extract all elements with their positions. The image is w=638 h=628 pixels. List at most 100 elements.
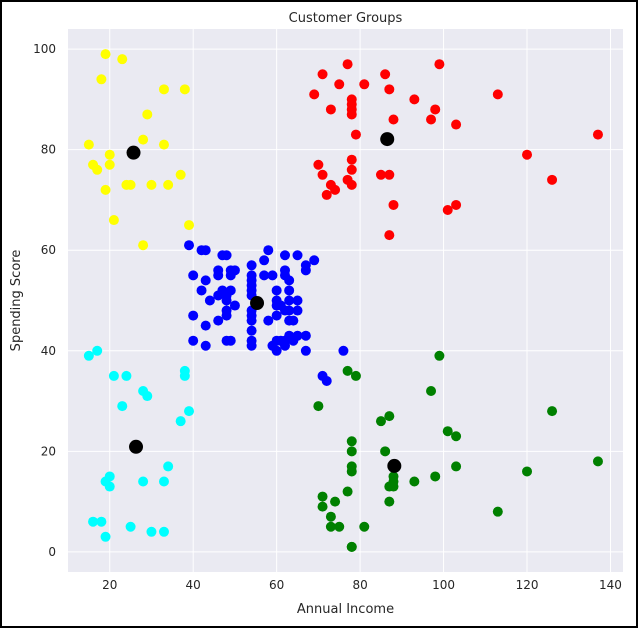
y-tick-label: 100 (33, 42, 56, 56)
data-point (547, 174, 558, 185)
data-point (179, 365, 190, 376)
data-point (117, 54, 128, 65)
y-axis-label: Spending Score (9, 250, 24, 352)
data-point (146, 179, 157, 190)
data-point (451, 431, 462, 442)
centroid-point (380, 132, 395, 147)
data-point (430, 104, 441, 115)
x-tick-labels: 20 40 60 80 100 120 140 (102, 578, 622, 592)
data-point (184, 220, 195, 231)
data-point (592, 129, 603, 140)
y-tick-labels: 0 20 40 60 80 100 (33, 42, 56, 559)
data-point (350, 370, 361, 381)
data-point (300, 265, 311, 276)
data-point (100, 184, 111, 195)
x-tick-label: 100 (432, 578, 455, 592)
data-point (313, 401, 324, 412)
data-point (492, 89, 503, 100)
data-point (117, 401, 128, 412)
data-point (547, 406, 558, 417)
data-point (426, 386, 437, 396)
data-point (442, 426, 453, 437)
data-point (409, 94, 420, 105)
data-point (221, 250, 232, 261)
data-point (359, 79, 370, 90)
x-tick-label: 40 (186, 578, 201, 592)
data-point (522, 466, 533, 477)
data-point (292, 330, 303, 341)
data-point (188, 335, 199, 346)
data-point (104, 471, 115, 482)
data-point (451, 199, 462, 210)
data-point (184, 240, 195, 251)
data-point (229, 265, 240, 276)
data-point (388, 199, 399, 210)
data-point (138, 134, 149, 145)
data-point (271, 285, 282, 296)
data-point (246, 260, 257, 271)
data-point (200, 245, 211, 256)
data-point (309, 255, 320, 266)
data-point (384, 84, 395, 95)
data-point (388, 114, 399, 125)
data-point (325, 511, 336, 522)
data-point (409, 476, 420, 487)
data-point (375, 416, 386, 427)
data-point (592, 456, 603, 467)
data-point (292, 305, 303, 316)
data-point (200, 340, 211, 351)
data-point (196, 285, 207, 296)
data-point (317, 69, 328, 80)
data-point (325, 104, 336, 115)
y-tick-label: 60 (41, 243, 56, 257)
centroid-point (126, 145, 141, 160)
data-point (271, 345, 282, 356)
data-point (313, 159, 324, 170)
data-point (142, 391, 153, 402)
data-point (346, 164, 357, 175)
y-tick-label: 40 (41, 344, 56, 358)
data-point (188, 270, 199, 281)
data-point (184, 406, 195, 417)
data-point (121, 370, 132, 381)
x-tick-label: 20 (102, 578, 117, 592)
data-point (338, 345, 349, 356)
data-point (342, 486, 353, 497)
data-point (83, 139, 94, 150)
data-point (246, 315, 257, 326)
data-point (330, 496, 341, 507)
x-tick-label: 60 (269, 578, 284, 592)
data-point (92, 345, 103, 356)
data-point (384, 411, 395, 422)
data-point (279, 250, 290, 261)
centroid-point (387, 458, 402, 473)
data-point (175, 416, 186, 427)
data-point (158, 139, 169, 150)
data-point (492, 506, 503, 517)
data-point (125, 521, 136, 532)
data-point (346, 541, 357, 552)
data-point (142, 109, 153, 120)
data-point (334, 521, 345, 532)
data-point (330, 184, 341, 195)
data-point (213, 270, 224, 281)
data-point (430, 471, 441, 482)
data-point (158, 476, 169, 487)
data-point (213, 315, 224, 326)
data-point (451, 119, 462, 130)
data-point (434, 350, 445, 361)
data-point (522, 149, 533, 160)
x-tick-label: 140 (599, 578, 622, 592)
data-point (88, 516, 99, 527)
data-point (346, 104, 357, 115)
data-point (188, 310, 199, 321)
data-point (346, 446, 357, 457)
centroid-point (129, 439, 144, 454)
data-point (321, 189, 332, 200)
data-point (292, 250, 303, 261)
data-point (279, 265, 290, 276)
data-point (263, 245, 274, 256)
data-point (125, 179, 136, 190)
data-point (380, 69, 391, 80)
